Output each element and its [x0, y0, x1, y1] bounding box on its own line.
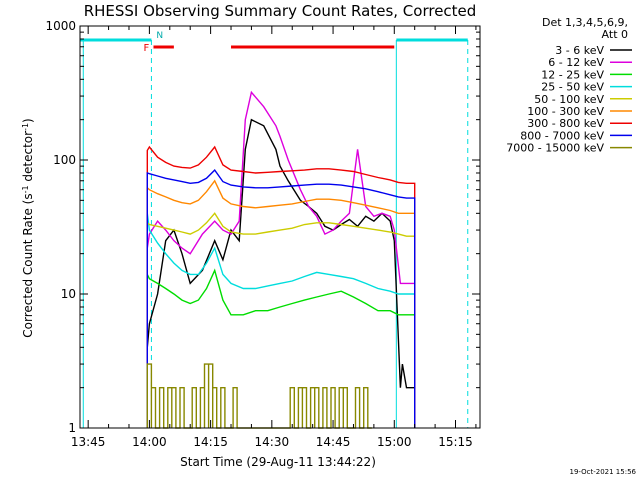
x-tick-label-3: 14:30 — [255, 435, 290, 449]
series-line-7 — [146, 169, 416, 428]
x-tick-label-5: 15:00 — [377, 435, 412, 449]
legend-label-0: 3 - 6 keV — [555, 44, 604, 57]
series-line-6 — [146, 145, 416, 428]
chart-title: RHESSI Observing Summary Count Rates, Co… — [84, 2, 477, 20]
night-flag-label: N — [156, 31, 163, 41]
legend-label-6: 300 - 800 keV — [527, 117, 604, 130]
legend-label-5: 100 - 300 keV — [527, 105, 604, 118]
x-tick-label-4: 14:45 — [316, 435, 351, 449]
y-axis-label-sup-2: -1 — [21, 123, 30, 131]
series-line-8 — [146, 363, 372, 429]
series-line-2 — [146, 268, 416, 428]
series-line-0 — [146, 118, 416, 428]
timestamp: 19-Oct-2021 15:56 — [570, 468, 637, 476]
y-tick-label-0: 1 — [68, 421, 76, 435]
legend-label-2: 12 - 25 keV — [541, 68, 604, 81]
legend-label-7: 800 - 7000 keV — [520, 129, 604, 142]
x-tick-label-0: 13:45 — [71, 435, 106, 449]
axis-ticks: 1 10 100 1000 13:45 14:00 14:15 14:30 14:45 15:00… — [45, 19, 480, 449]
series-line-5 — [146, 179, 416, 428]
y-tick-label-1: 10 — [61, 287, 76, 301]
x-axis-label: Start Time (29-Aug-11 13:44:22) — [180, 455, 376, 469]
plot-area: FN — [80, 31, 469, 429]
y-axis-label-mid: detector — [21, 131, 35, 186]
legend-label-1: 6 - 12 keV — [548, 56, 604, 69]
y-tick-label-2: 100 — [53, 153, 76, 167]
x-tick-label-2: 14:15 — [193, 435, 228, 449]
series-line-3 — [146, 213, 416, 428]
series-line-1 — [146, 90, 416, 428]
y-tick-label-3: 1000 — [45, 19, 76, 33]
flare-flag-label: F — [143, 43, 149, 54]
legend-label-8: 7000 - 15000 keV — [506, 142, 604, 155]
x-tick-label-6: 15:15 — [438, 435, 473, 449]
y-axis-label-sup-1: -1 — [21, 185, 30, 193]
x-tick-label-1: 14:00 — [132, 435, 167, 449]
legend-header-line-2: Att 0 — [602, 28, 628, 41]
legend-header-line-1: Det 1,3,4,5,6,9, — [542, 16, 628, 29]
y-axis-label-end: ) — [21, 118, 35, 123]
y-axis-label: Corrected Count Rate (s-1 detector-1) — [21, 118, 36, 337]
y-axis-label-main: Corrected Count Rate (s — [21, 193, 35, 337]
legend-label-4: 50 - 100 keV — [534, 93, 604, 106]
legend-label-3: 25 - 50 keV — [541, 81, 604, 94]
plot-frame — [79, 25, 481, 429]
series-line-4 — [146, 212, 416, 428]
